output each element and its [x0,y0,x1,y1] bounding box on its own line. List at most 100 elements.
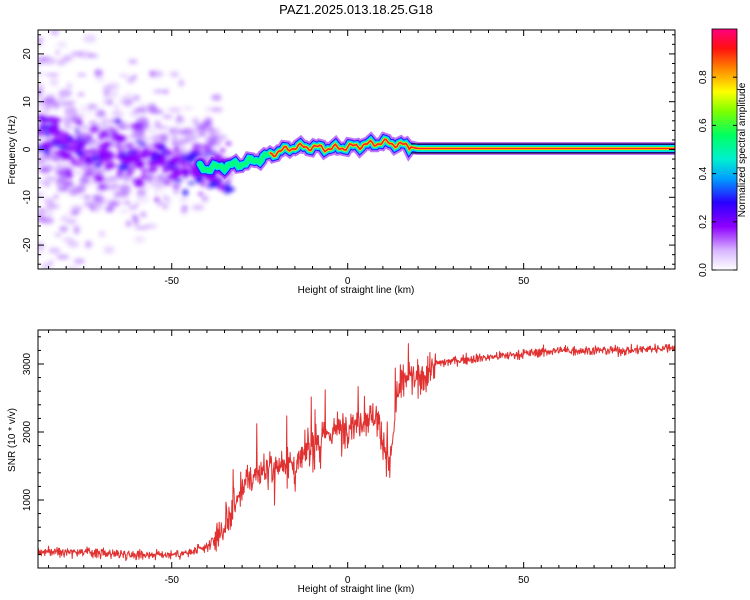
signal-blob [63,181,74,185]
signal-blob [116,141,121,150]
signal-blob [171,151,184,158]
ridge-core [269,138,675,158]
signal-blob [211,180,217,188]
signal-blob [85,155,95,160]
signal-blob [134,139,142,144]
noise-blob [146,172,152,182]
y-tick-label: 10 [22,96,33,108]
signal-blob [167,173,179,180]
noise-blob [98,230,106,238]
noise-blob [41,217,54,225]
signal-blob [152,142,163,150]
noise-blob [50,30,59,36]
noise-blob [125,99,136,104]
signal-blob [38,114,47,120]
snr-x-axis-label: Height of straight line (km) [298,584,415,595]
noise-blob [54,170,67,176]
noise-blob [156,173,165,179]
noise-blob [138,103,147,111]
signal-blob [38,129,45,136]
noise-blob [84,244,92,250]
noise-blob [39,180,53,185]
noise-blob [154,190,159,195]
noise-blob [94,68,103,78]
noise-blob [161,194,169,199]
snr-y-axis-label: SNR (10 * v/v) [7,408,18,472]
snr-frame [37,329,676,569]
signal-blob [199,180,208,188]
signal-blob [92,173,103,181]
signal-blob [50,125,58,133]
signal-blob [189,151,200,158]
noise-blob [134,201,140,209]
colorbar-gradient [711,28,738,271]
noise-blob [123,200,131,206]
signal-blob [98,148,109,154]
y-tick-label: 1000 [22,488,33,511]
signal-blob [147,168,155,173]
signal-blob [140,174,149,179]
signal-blob [66,145,74,152]
signal-blob [74,126,80,135]
x-tick-label: 0 [345,276,351,287]
signal-blob [85,159,92,165]
signal-blob [141,151,152,156]
signal-blob [138,163,144,169]
noise-blob [102,99,111,105]
signal-blob [67,135,73,142]
noise-blob [149,70,156,78]
signal-blob [125,155,135,163]
noise-blob [135,118,141,124]
noise-blob [55,254,70,260]
noise-blob [145,158,150,163]
y-tick-label: -10 [22,190,33,205]
noise-blob [80,105,86,114]
noise-blob [59,100,73,108]
noise-blob [86,103,98,110]
snr-plot-area [38,330,675,568]
noise-blob [173,186,180,195]
signal-blob [130,123,143,130]
noise-blob [100,119,108,125]
spectrogram-axes: -50 0 50 -20 -10 0 10 20 [22,30,675,287]
noise-blob [111,111,125,117]
noise-blob [42,199,55,203]
noise-blob [167,107,182,113]
y-tick-label: 3000 [22,352,33,375]
noise-blob [138,134,147,140]
colorbar-ticks: 0.0 0.2 0.4 0.6 0.8 [698,70,737,277]
noise-blob [72,170,83,175]
signal-blob [98,153,104,159]
noise-blob [49,77,59,87]
x-tick-label: -50 [165,276,180,287]
noise-blob [114,103,120,113]
noise-blob [128,204,137,211]
noise-blob [134,236,146,244]
noise-blob [182,106,193,111]
noise-blob [55,163,63,168]
noise-blob [92,197,104,206]
x-tick-label: 50 [518,575,530,586]
signal-blob [187,180,196,186]
noise-blob [135,194,150,203]
noise-blob [62,114,72,122]
signal-blob [147,160,158,166]
noise-blob [62,54,75,62]
noise-blob [148,128,157,135]
noise-blob [57,96,64,101]
signal-blob [172,184,181,189]
figure-title: PAZ1.2025.013.18.25.G18 [279,2,433,17]
signal-blob [116,133,122,141]
noise-blob [95,109,106,118]
noise-blob [149,103,156,108]
signal-blob [116,169,123,174]
signal-blob [127,142,134,149]
noise-blob [53,193,60,200]
noise-blob [171,135,178,142]
noise-blob [182,204,188,210]
noise-blob [144,223,157,229]
noise-blob [133,94,141,102]
noise-blob [146,136,158,141]
spectrogram-y-axis-label: Frequency (Hz) [7,116,18,185]
